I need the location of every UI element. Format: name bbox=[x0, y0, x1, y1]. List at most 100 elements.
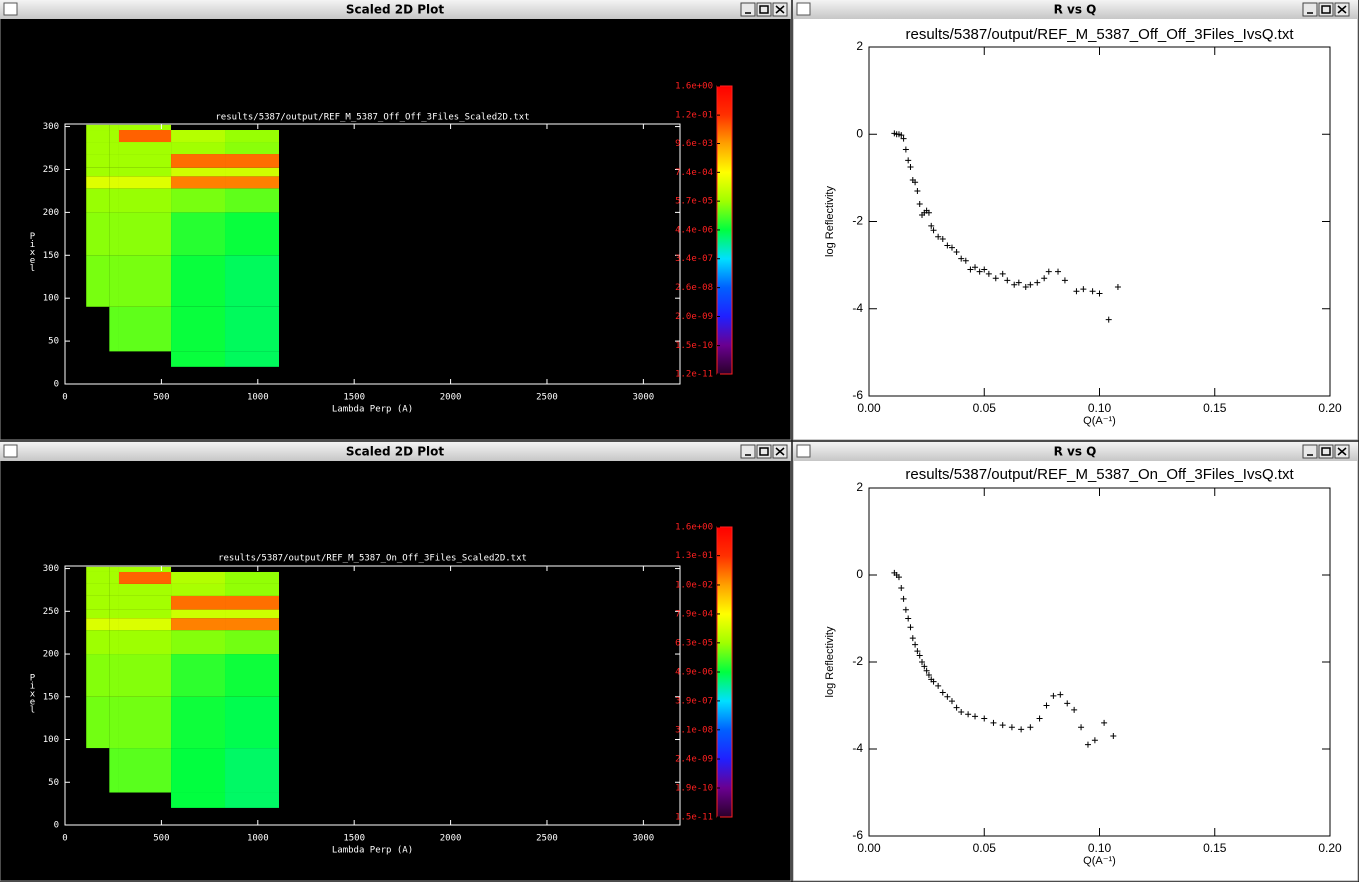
data-point bbox=[1034, 279, 1041, 286]
heatmap-cell bbox=[109, 124, 119, 131]
window-icon[interactable] bbox=[796, 444, 811, 458]
colorbar-label: 1.6e+00 bbox=[675, 82, 713, 92]
data-point bbox=[1084, 741, 1091, 748]
y-tick-label: -6 bbox=[852, 388, 863, 402]
heatmap-cell bbox=[86, 595, 110, 610]
heatmap-cell bbox=[225, 154, 279, 168]
heatmap-cell bbox=[118, 618, 172, 631]
heatmap-cell bbox=[225, 571, 279, 584]
title-bar[interactable] bbox=[0, 0, 791, 19]
heatmap-cell bbox=[109, 654, 119, 697]
maximize-button[interactable] bbox=[756, 444, 772, 459]
title-bar[interactable] bbox=[0, 442, 791, 461]
minimize-button[interactable] bbox=[1302, 2, 1318, 17]
heatmap-cell bbox=[171, 142, 226, 155]
data-point bbox=[898, 585, 905, 592]
x-tick-label: 0.00 bbox=[857, 401, 881, 415]
x-tick-label: 0.20 bbox=[1318, 841, 1342, 855]
data-point bbox=[898, 132, 905, 139]
maximize-button[interactable] bbox=[756, 2, 772, 17]
heatmap-cell bbox=[225, 176, 279, 189]
data-point bbox=[1080, 286, 1087, 293]
x-tick-label: 0.10 bbox=[1088, 841, 1112, 855]
plot-title: results/5387/output/REF_M_5387_Off_Off_3… bbox=[215, 113, 529, 123]
window-icon[interactable] bbox=[3, 2, 18, 16]
heatmap-cell bbox=[118, 142, 172, 155]
heatmap-cell bbox=[225, 595, 279, 610]
data-point bbox=[905, 157, 912, 164]
minimize-button[interactable] bbox=[740, 444, 756, 459]
title-bar[interactable] bbox=[793, 0, 1358, 19]
x-axis-label: Q(A⁻¹) bbox=[1083, 855, 1116, 867]
minimize-button[interactable] bbox=[740, 2, 756, 17]
window-icon[interactable] bbox=[796, 2, 811, 16]
window-icon[interactable] bbox=[3, 444, 18, 458]
data-point bbox=[1101, 719, 1108, 726]
heatmap-cell bbox=[225, 618, 279, 631]
colorbar-label: 4.4e-06 bbox=[675, 225, 713, 235]
data-point bbox=[965, 711, 972, 718]
heatmap-cell bbox=[171, 351, 226, 367]
data-point bbox=[1073, 288, 1080, 295]
heatmap-cell bbox=[86, 176, 110, 189]
heatmap-cell bbox=[225, 792, 279, 808]
x-axis-label: Lambda Perp (A) bbox=[332, 846, 413, 856]
colorbar-label: 1.5e-11 bbox=[675, 813, 713, 823]
plot-frame bbox=[64, 123, 681, 385]
colorbar-label: 2.4e-09 bbox=[675, 755, 713, 765]
data-point bbox=[962, 257, 969, 264]
data-point bbox=[919, 659, 926, 665]
x-tick-label: 0.05 bbox=[973, 841, 997, 855]
heatmap-cell bbox=[118, 566, 172, 572]
data-point bbox=[944, 693, 951, 700]
data-point bbox=[935, 233, 942, 240]
colorbar-label: 6.3e-05 bbox=[675, 638, 713, 648]
data-point bbox=[953, 704, 960, 711]
heatmap-cell bbox=[171, 696, 226, 749]
heatmap-plot: 0 500 1000 1500 2000 2500 3000 0 50 100 150 200 250 3… bbox=[28, 523, 733, 856]
title-bar[interactable] bbox=[793, 442, 1358, 461]
window: R vs Q bbox=[792, 441, 1359, 882]
y-tick-label: 0 bbox=[856, 126, 863, 140]
data-point bbox=[972, 713, 979, 720]
y-tick-label: 0 bbox=[54, 821, 59, 831]
x-tick-label: 0.05 bbox=[973, 401, 997, 415]
data-point bbox=[981, 266, 988, 273]
y-tick-label: 150 bbox=[43, 692, 59, 702]
y-axis-label: log Reflectivity bbox=[824, 626, 836, 697]
scatter-plot: 0.00 0.05 0.10 0.15 0.20 -6 -4 -2 0 2 results/5387… bbox=[824, 26, 1342, 427]
heatmap-cell bbox=[171, 167, 226, 177]
button-glyphs bbox=[745, 5, 785, 14]
heatmap-cell bbox=[109, 595, 119, 610]
data-point bbox=[935, 682, 942, 689]
heatmap-cell bbox=[118, 255, 172, 307]
button-glyphs bbox=[1307, 447, 1347, 456]
data-point bbox=[895, 574, 902, 581]
data-point bbox=[944, 242, 951, 249]
heatmap-cell bbox=[109, 176, 119, 189]
heatmap-cell bbox=[171, 792, 226, 808]
heatmap-cell bbox=[109, 630, 119, 655]
data-point bbox=[914, 648, 921, 655]
maximize-button[interactable] bbox=[1318, 444, 1334, 459]
heatmap-cell bbox=[118, 130, 172, 143]
colorbar-label: 1.9e-10 bbox=[675, 784, 713, 794]
x-tick-label: 2000 bbox=[440, 834, 462, 844]
data-point bbox=[1091, 737, 1098, 744]
heatmap-cell bbox=[86, 566, 110, 572]
data-point bbox=[1027, 724, 1034, 731]
data-point bbox=[900, 135, 907, 142]
heatmap-cell bbox=[86, 130, 110, 143]
heatmap-cell bbox=[171, 130, 226, 143]
colorbar-label: 1.0e-02 bbox=[675, 580, 713, 590]
maximize-button[interactable] bbox=[1318, 2, 1334, 17]
heatmap-cell bbox=[171, 212, 226, 256]
minimize-button[interactable] bbox=[1302, 444, 1318, 459]
heatmap-cell bbox=[118, 595, 172, 610]
heatmap-cell bbox=[86, 167, 110, 177]
data-point bbox=[930, 227, 937, 234]
window-frame bbox=[792, 441, 1359, 882]
data-point bbox=[985, 270, 992, 277]
y-axis-label: Pixel bbox=[28, 674, 38, 714]
data-point bbox=[1061, 277, 1068, 284]
